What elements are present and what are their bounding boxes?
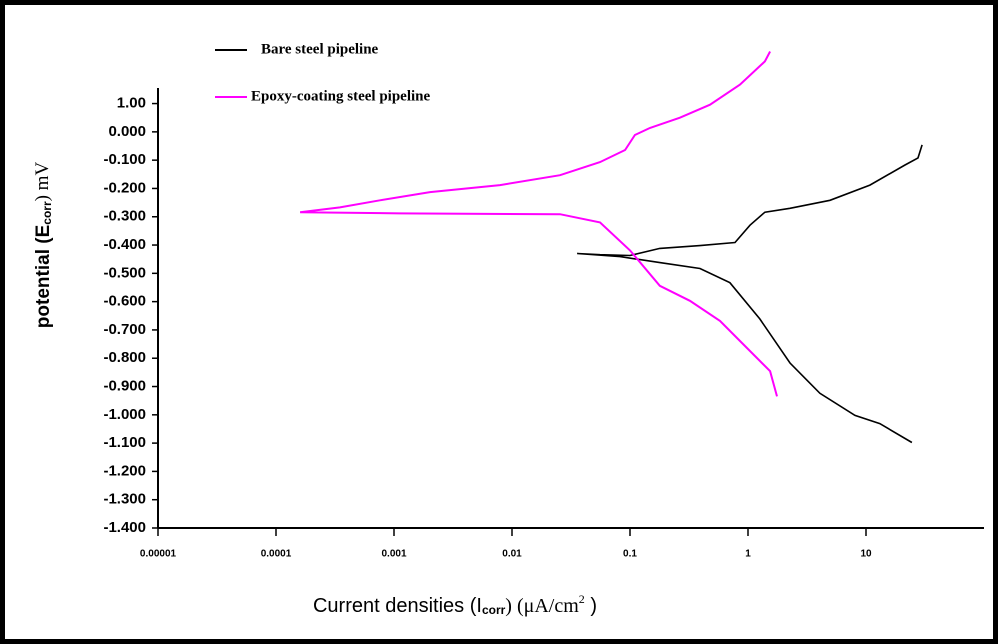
y-label-sub: corr [40,201,54,225]
x-axis-label: Current densities (Icorr) (μA/cm2 ) [313,592,597,618]
y-label-end: ) mV [32,162,53,202]
y-label-text: potential (E [33,225,54,328]
y-tick-label: -0.400 [103,236,146,253]
series-line [577,144,923,444]
y-tick-label: -1.400 [103,519,146,536]
x-tick-label: 0.1 [623,549,637,560]
y-tick-label: -1.300 [103,491,146,508]
y-tick-label: -1.100 [103,434,146,451]
x-tick-label: 0.01 [502,549,522,560]
x-label-end: ) [585,595,597,617]
y-tick-label: -0.900 [103,377,146,394]
x-tick-label: 0.00001 [140,549,177,560]
legend-label: Epoxy-coating steel pipeline [251,88,431,104]
x-tick-label: 0.001 [381,549,406,560]
y-tick-label: -1.000 [103,406,146,423]
y-tick-label: -0.300 [103,208,146,225]
y-tick-label: -0.500 [103,264,146,281]
y-tick-label: -0.600 [103,293,146,310]
x-label-unit: ) (μA/cm [505,595,579,617]
y-tick-label: 0.000 [108,123,146,140]
y-tick-label: -0.700 [103,321,146,338]
x-tick-label: 1 [745,549,751,560]
series-line [299,51,778,397]
y-tick-label: -0.200 [103,179,146,196]
y-tick-label: -0.100 [103,151,146,168]
y-tick-label: -0.800 [103,349,146,366]
legend-label: Bare steel pipeline [261,41,379,57]
x-tick-label: 0.0001 [261,549,292,560]
y-tick-label: -1.200 [103,462,146,479]
x-label-sub: corr [482,603,506,617]
x-label-sup: 2 [579,592,585,606]
x-label-text: Current densities (I [313,595,482,617]
y-axis-label: potential (Ecorr) mV [32,162,54,329]
y-tick-label: 1.00 [117,95,146,112]
x-tick-label: 10 [860,549,872,560]
